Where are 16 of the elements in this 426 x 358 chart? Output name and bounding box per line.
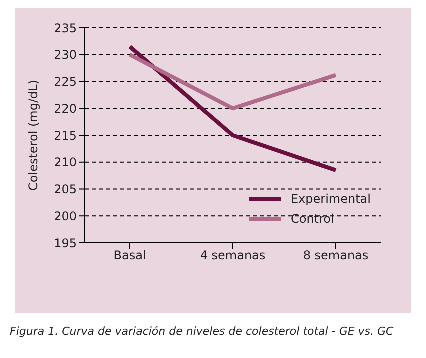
y-tick-label: 225	[54, 75, 77, 90]
legend-label: Control	[290, 212, 334, 226]
y-tick-label: 230	[54, 48, 77, 62]
y-tick-label: 195	[54, 236, 77, 250]
y-tick-label: 220	[54, 102, 77, 116]
y-tick-label: 205	[54, 182, 77, 197]
y-tick-label: 215	[54, 128, 77, 143]
y-tick-label: 200	[54, 209, 77, 224]
y-tick-label: 235	[54, 21, 77, 36]
x-tick-label: 4 semanas	[200, 248, 266, 263]
legend-label: Experimental	[290, 192, 371, 206]
x-tick-label: Basal	[114, 248, 146, 263]
x-tick-label: 8 semanas	[303, 248, 369, 263]
y-tick-label: 210	[54, 156, 77, 170]
y-axis-title: Colesterol (mg/dL)	[26, 80, 40, 191]
text: Figura 1. Curva de variación de niveles de colesterol total - GE vs. GC	[10, 325, 395, 338]
